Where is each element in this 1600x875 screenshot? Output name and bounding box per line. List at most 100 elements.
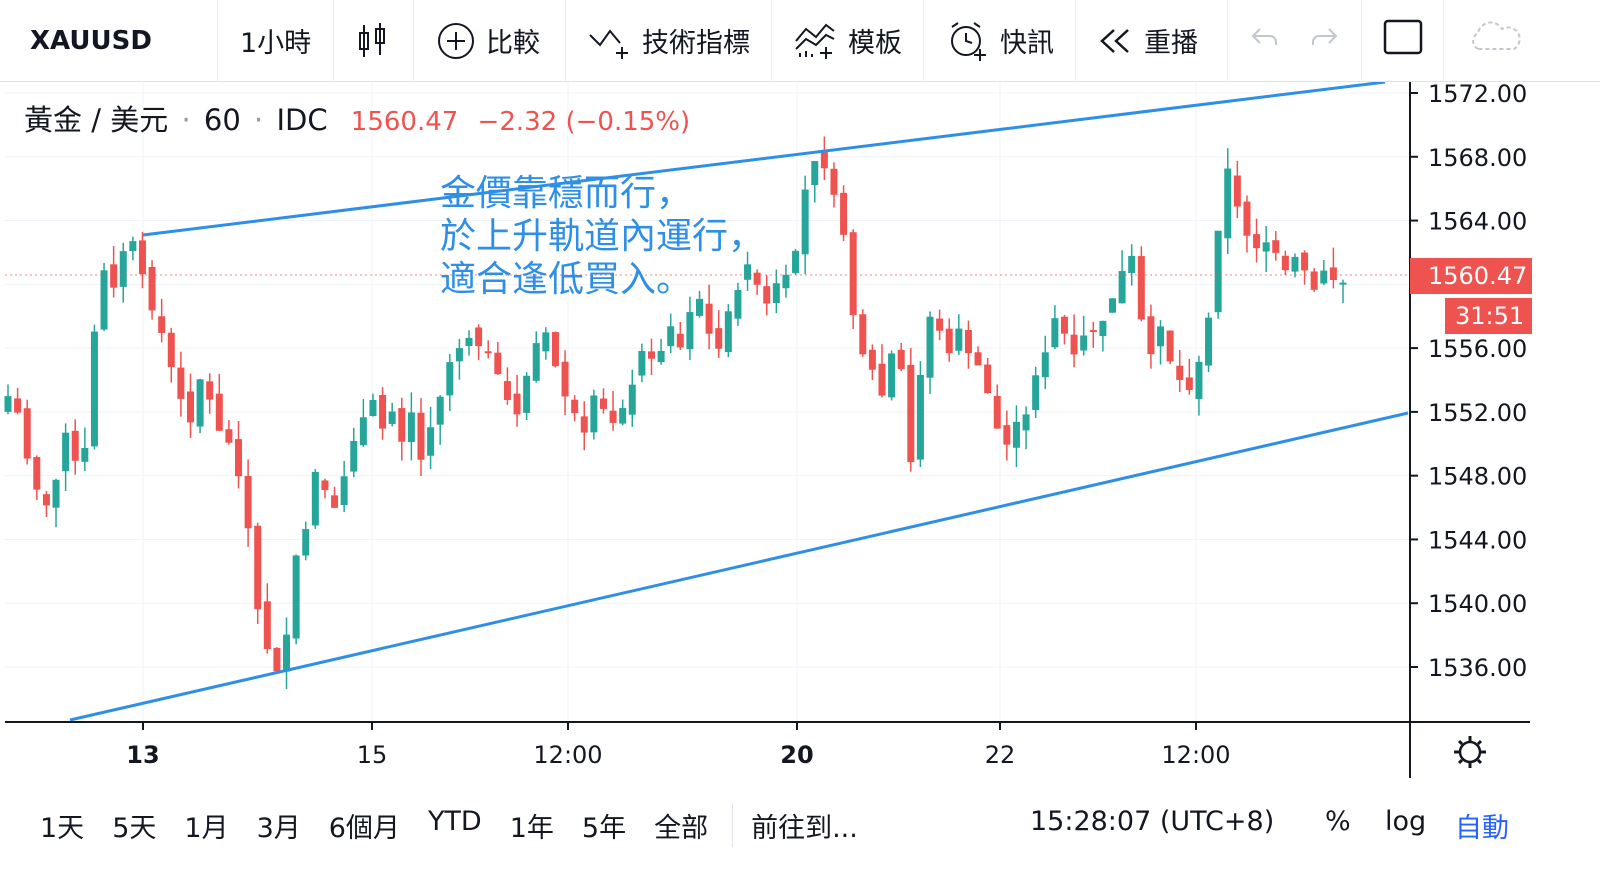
time-axis-label: 22 <box>985 741 1016 769</box>
candle-body <box>964 329 972 354</box>
range-button[interactable]: 6個月 <box>328 812 400 844</box>
candle-body <box>1137 256 1145 320</box>
candle-body <box>455 348 463 362</box>
candle-body <box>129 241 137 251</box>
candle-body <box>830 168 838 195</box>
candle <box>1060 314 1068 345</box>
price-axis[interactable]: 1536.00 1540.00 1544.00 1548.00 1552.00 1556.… <box>1410 82 1527 682</box>
candle-body <box>1243 201 1251 236</box>
percent-scale-toggle[interactable]: % <box>1325 806 1351 837</box>
candle <box>4 384 12 415</box>
gear-icon[interactable] <box>1454 736 1486 768</box>
current-price-label: 1560.47 <box>1428 262 1527 290</box>
auto-scale-toggle[interactable]: 自動 <box>1455 813 1509 844</box>
candle-body <box>52 479 60 508</box>
candle-body <box>206 381 214 400</box>
legend-symbol-name: 黃金 / 美元 <box>24 103 169 137</box>
alerts-button[interactable]: 快訊 <box>924 0 1076 82</box>
range-button[interactable]: 5天 <box>112 812 157 844</box>
candle <box>744 251 752 291</box>
price-chart[interactable]: 1536.00 1540.00 1544.00 1548.00 1552.00 1556.… <box>0 82 1600 782</box>
range-button[interactable]: YTD <box>427 805 482 837</box>
interval-button[interactable]: 1小時 <box>218 0 334 82</box>
candle <box>599 388 607 414</box>
candle <box>734 282 742 326</box>
candle <box>369 393 377 417</box>
legend-interval: 60 <box>203 103 241 137</box>
price-axis-label: 1544.00 <box>1428 526 1527 554</box>
candle-body <box>993 395 1001 429</box>
bar-style-button[interactable] <box>334 0 414 82</box>
log-scale-toggle[interactable]: log <box>1385 806 1427 837</box>
redo-icon[interactable] <box>1309 25 1339 56</box>
channel-lower-line[interactable] <box>69 411 1409 722</box>
replay-button[interactable]: 重播 <box>1076 0 1228 82</box>
candle-body <box>1041 352 1049 378</box>
candle-body <box>350 441 358 472</box>
range-button[interactable]: 1年 <box>509 812 554 844</box>
candle <box>1032 366 1040 419</box>
cloud-save-button[interactable] <box>1444 0 1554 82</box>
current-price-badge <box>1410 258 1532 294</box>
candle <box>926 311 934 394</box>
candle <box>686 296 694 361</box>
candle <box>513 374 521 427</box>
candle-body <box>686 312 694 350</box>
goto-date-button[interactable]: 前往到... <box>751 812 858 844</box>
candle-body <box>561 361 569 397</box>
range-button[interactable]: 5年 <box>581 812 627 844</box>
candle <box>840 185 848 242</box>
candle-body <box>1224 168 1232 239</box>
candle-body <box>849 232 857 316</box>
candle-body <box>1128 255 1136 273</box>
candle <box>52 478 60 528</box>
candle <box>1329 247 1337 289</box>
timezone-clock[interactable]: 15:28:07 (UTC+8) <box>1030 806 1275 837</box>
candle <box>455 338 463 380</box>
time-axis-label: 12:00 <box>1161 741 1230 769</box>
candle <box>753 269 761 295</box>
candle <box>1253 218 1261 263</box>
date-range-group: 1天 5天 1月 3月 6個月 YTD 1年 5年 全部 <box>0 806 720 845</box>
candle-body <box>734 290 742 319</box>
channel-upper-line[interactable] <box>142 82 1386 237</box>
chart-annotation-text[interactable]: 金價靠穩而行， 於上升軌道內運行， 適合逢低買入。 <box>440 172 764 301</box>
range-button[interactable]: 1月 <box>184 812 229 844</box>
symbol-search-button[interactable]: XAUUSD <box>0 0 218 82</box>
candle-body <box>148 266 156 311</box>
range-button[interactable]: 3月 <box>256 812 301 844</box>
candle-body <box>1272 240 1280 253</box>
compare-button[interactable]: 比較 <box>414 0 566 82</box>
candle <box>254 522 262 624</box>
candle-body <box>667 326 675 347</box>
indicators-button[interactable]: 技術指標 <box>566 0 772 82</box>
candle-body <box>42 494 50 506</box>
time-axis[interactable]: 13 15 12:00 20 22 12:00 <box>126 722 1231 769</box>
candle-body <box>23 408 31 459</box>
candle-body <box>984 364 992 394</box>
candle-body <box>513 393 521 415</box>
candle-body <box>1118 271 1126 304</box>
fullscreen-button[interactable] <box>1362 0 1444 82</box>
candle <box>647 338 655 376</box>
candle <box>71 419 79 475</box>
undo-icon[interactable] <box>1250 25 1280 56</box>
candle-body <box>1291 256 1299 272</box>
candle <box>993 384 1001 429</box>
candle <box>628 369 636 427</box>
range-button[interactable]: 1天 <box>40 812 85 844</box>
range-button[interactable]: 全部 <box>654 812 709 844</box>
divider <box>732 803 734 847</box>
candle-body <box>696 298 704 316</box>
candle-body <box>1003 425 1011 445</box>
candle <box>571 395 579 422</box>
candle-body <box>417 412 425 460</box>
candle-body <box>1185 377 1193 390</box>
candle <box>33 455 41 500</box>
candle-body <box>532 343 540 381</box>
candle-body <box>974 352 982 366</box>
candle <box>196 378 204 434</box>
candle <box>110 245 118 298</box>
templates-button[interactable]: 模板 <box>772 0 924 82</box>
candle <box>1108 298 1116 314</box>
